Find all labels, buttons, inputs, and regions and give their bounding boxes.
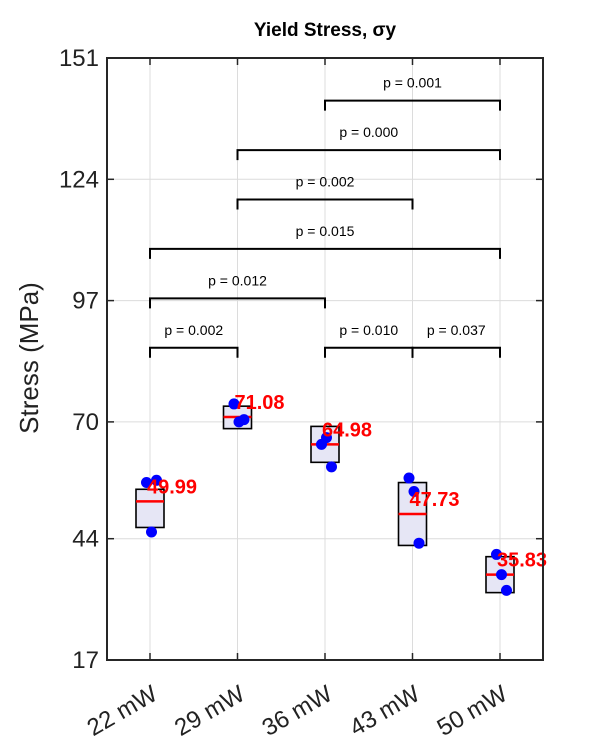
y-tick-label: 97 <box>72 288 99 315</box>
significance-bracket <box>324 99 501 111</box>
data-point <box>321 432 332 444</box>
p-value-label: p = 0.002 <box>296 174 355 190</box>
significance-bracket <box>236 198 414 210</box>
chart-title: Yield Stress, σy <box>254 20 397 41</box>
mean-label: 35.83 <box>497 550 547 572</box>
p-value-label: p = 0.037 <box>427 322 486 338</box>
y-tick-label: 124 <box>59 166 99 193</box>
mean-label: 47.73 <box>410 489 460 511</box>
p-value-label: p = 0.002 <box>164 322 223 338</box>
grid-layer <box>107 57 543 661</box>
significance-bracket <box>324 346 414 358</box>
marks-layer: 49.99 71.08 64.98 47.73 35.83 p = 0.002 p = 0.… <box>135 75 547 596</box>
p-value-label: p = 0.012 <box>208 272 267 288</box>
x-tick-label: 43 mW <box>345 680 425 742</box>
data-point <box>408 486 420 498</box>
p-value-label: p = 0.015 <box>296 223 355 239</box>
data-point <box>491 548 502 560</box>
x-tick-label: 22 mW <box>83 680 163 742</box>
mean-label: 49.99 <box>147 476 197 498</box>
data-point <box>151 474 162 486</box>
data-point <box>146 526 157 538</box>
significance-bracket <box>149 346 239 358</box>
y-axis-label: Stress (MPa) <box>14 282 44 434</box>
p-value-label: p = 0.010 <box>339 322 398 338</box>
y-tick-label: 70 <box>72 409 99 436</box>
mean-label: 71.08 <box>235 392 285 414</box>
data-point <box>496 569 507 581</box>
significance-bracket <box>411 346 501 358</box>
p-value-label: p = 0.000 <box>339 124 398 140</box>
data-point <box>413 537 425 549</box>
y-tick-label: 17 <box>72 647 99 674</box>
x-tick-label: 36 mW <box>258 680 338 742</box>
data-point <box>141 477 152 489</box>
y-tick-label: 44 <box>72 526 99 553</box>
y-tick-label: 151 <box>59 45 99 72</box>
box <box>135 488 165 529</box>
data-point <box>501 584 512 596</box>
data-point <box>238 414 250 426</box>
data-point <box>403 472 415 484</box>
p-value-label: p = 0.001 <box>383 75 442 91</box>
data-point <box>228 398 240 410</box>
x-tick-label: 50 mW <box>433 680 513 742</box>
significance-bracket <box>236 149 501 161</box>
x-tick-label: 29 mW <box>170 680 250 742</box>
significance-bracket <box>149 247 501 259</box>
significance-bracket <box>149 297 326 309</box>
mean-label: 64.98 <box>322 419 372 441</box>
data-point <box>326 461 337 473</box>
